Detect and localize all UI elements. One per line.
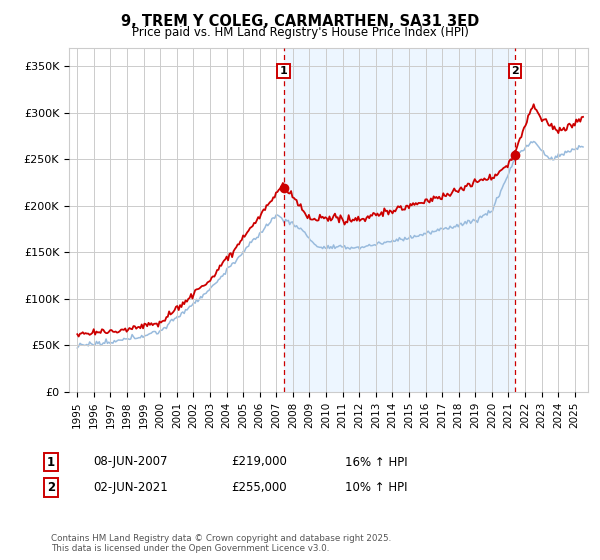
Text: 08-JUN-2007: 08-JUN-2007 [93,455,167,469]
Text: £219,000: £219,000 [231,455,287,469]
Text: 9, TREM Y COLEG, CARMARTHEN, SA31 3ED: 9, TREM Y COLEG, CARMARTHEN, SA31 3ED [121,14,479,29]
Bar [284,48,515,392]
Text: 2: 2 [511,66,519,76]
Text: 10% ↑ HPI: 10% ↑ HPI [345,480,407,494]
Text: Price paid vs. HM Land Registry's House Price Index (HPI): Price paid vs. HM Land Registry's House … [131,26,469,39]
Text: 2: 2 [47,480,55,494]
Text: 1: 1 [280,66,287,76]
Text: 16% ↑ HPI: 16% ↑ HPI [345,455,407,469]
Text: Contains HM Land Registry data © Crown copyright and database right 2025.
This d: Contains HM Land Registry data © Crown c… [51,534,391,553]
Text: 1: 1 [47,455,55,469]
Text: 02-JUN-2021: 02-JUN-2021 [93,480,168,494]
Text: £255,000: £255,000 [231,480,287,494]
